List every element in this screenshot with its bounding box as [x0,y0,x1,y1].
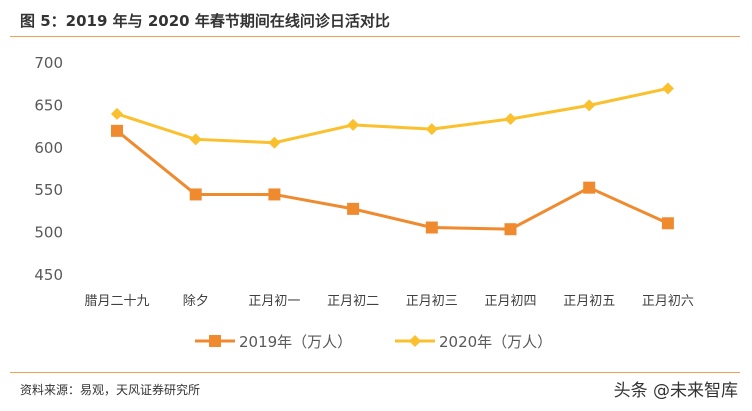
y-tick-label: 700 [34,54,63,72]
data-point-2020 [347,118,360,131]
data-point-2020 [504,112,517,125]
y-tick-label: 500 [34,224,63,242]
watermark: 头条 @未来智库 [613,381,738,401]
series-line-2019 [116,129,669,231]
y-tick-label: 650 [34,96,63,114]
data-point-2019 [268,188,281,201]
x-tick-label: 正月初一 [248,294,300,309]
y-tick-label: 450 [34,266,63,284]
legend-label: 2020年（万人） [439,333,552,351]
y-tick-label: 550 [34,181,63,199]
data-point-2019 [661,217,674,230]
data-point-2020 [425,123,438,136]
legend-marker-diamond [409,335,421,347]
legend-label: 2019年（万人） [239,333,352,351]
x-tick-label: 腊月二十九 [84,294,149,309]
data-point-2019 [111,124,123,137]
x-tick-label: 正月初三 [406,294,458,309]
data-point-2020 [111,107,123,120]
source-note: 资料来源：易观，天风证券研究所 [20,383,201,397]
x-tick-label: 正月初六 [642,294,694,309]
x-tick-label: 正月初四 [484,294,536,309]
data-point-2019 [583,181,596,194]
x-tick-label: 正月初二 [327,294,379,309]
data-point-2020 [189,133,202,146]
series-line-2020 [116,86,669,145]
data-point-2019 [189,188,202,201]
x-tick-label: 除夕 [183,294,209,309]
bottom-divider [10,372,740,373]
top-divider [10,36,740,37]
data-point-2019 [425,221,438,234]
line-chart: 450 500 550 600 650 700 腊月二十九 除夕 正月初一 正月初二 正月初三 正月初… [34,54,694,351]
y-tick-label: 600 [34,139,63,157]
data-point-2019 [347,202,360,215]
data-point-2020 [268,136,281,149]
data-point-2020 [661,82,674,95]
data-point-2019 [504,223,517,236]
data-point-2020 [583,99,596,112]
x-tick-label: 正月初五 [563,294,615,309]
figure-title: 图 5：2019 年与 2020 年春节期间在线问诊日活对比 [20,12,390,30]
legend-marker-square [209,335,221,347]
